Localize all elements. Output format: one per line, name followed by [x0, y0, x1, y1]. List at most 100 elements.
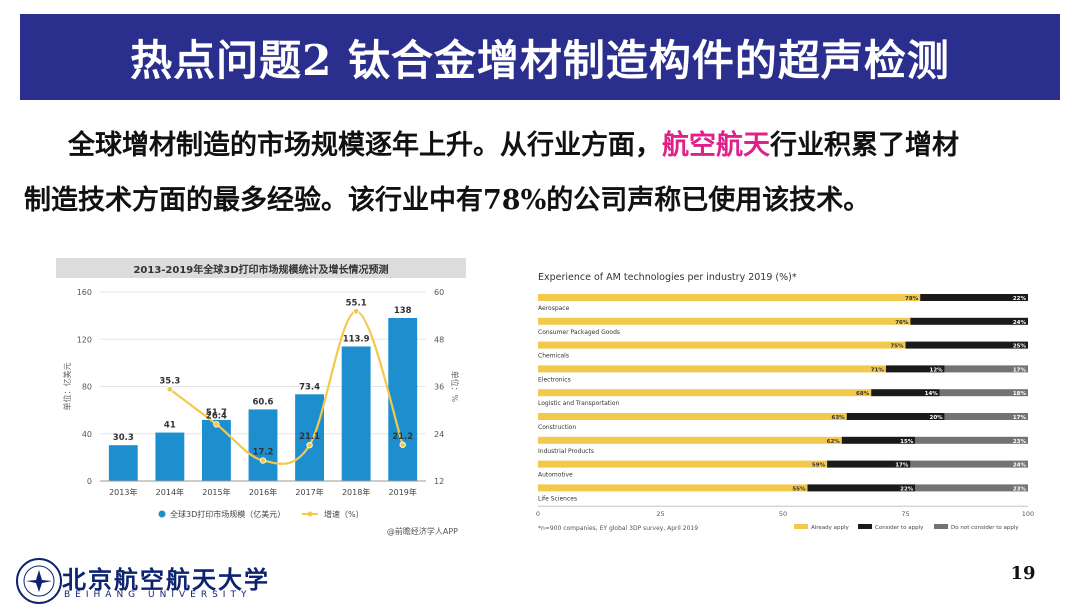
chart2-category-label: Consumer Packaged Goods — [538, 329, 620, 336]
paragraph-text-1: 全球增材制造的市场规模逐年上升。从行业方面， — [68, 130, 662, 161]
chart2-bar-segment — [905, 341, 1028, 349]
chart1-title: 2013-2019年全球3D打印市场规模统计及增长情况预测 — [133, 263, 388, 276]
chart1-bar — [155, 432, 185, 481]
chart2-bar-segment — [538, 484, 808, 492]
chart1-ytick-label: 120 — [77, 335, 92, 344]
chart1-bar-label: 51.7 — [206, 408, 227, 418]
chart2-category-label: Electronics — [538, 376, 571, 383]
chart1-y2tick-label: 24 — [434, 430, 444, 439]
chart2-category-label: Logistic and Transportation — [538, 400, 619, 407]
chart1-bar-label: 138 — [394, 306, 412, 316]
chart1-y2tick-label: 12 — [434, 477, 444, 486]
chart2-bar-label: 24% — [1013, 320, 1027, 326]
chart1-growth-point — [306, 441, 313, 449]
paragraph-text-3: 制造技术方面的最多经验。该行业中有78%的公司声称已使用该技术。 — [24, 185, 871, 216]
chart2-category-label: Life Sciences — [538, 495, 577, 502]
chart2-bar-segment — [915, 484, 1028, 492]
chart2-bar-segment — [538, 389, 872, 397]
chart1-source: @前瞻经济学人APP — [387, 526, 458, 536]
chart1-xtick-label: 2015年 — [202, 487, 230, 497]
chart2-bar-segment — [910, 460, 1028, 468]
chart1-bar — [341, 346, 371, 481]
chart2-bar-segment — [538, 413, 847, 420]
chart1-bar — [295, 394, 325, 481]
chart2-bar-label: 22% — [1013, 296, 1027, 302]
chart1-bar-label: 73.4 — [299, 382, 320, 392]
chart2-bar-label: 18% — [1013, 391, 1027, 397]
chart2-bar-label: 20% — [930, 415, 944, 421]
chart2-bar-segment — [538, 341, 906, 349]
chart1-ylabel: 单位：亿美元 — [62, 363, 72, 411]
chart2-category-label: Industrial Products — [538, 448, 594, 455]
chart2-bar-label: 75% — [890, 344, 904, 350]
chart1-ytick-label: 0 — [87, 477, 92, 486]
chart2-legend-swatch — [858, 524, 872, 529]
chart1-growth-label: 17.2 — [253, 448, 274, 458]
chart1-xtick-label: 2016年 — [249, 487, 277, 497]
chart1-legend-line-dot — [307, 511, 313, 517]
chart2-bar-label: 23% — [1013, 486, 1027, 492]
chart1-growth-label: 21.2 — [392, 432, 413, 442]
chart2-bar-segment — [920, 294, 1028, 301]
market-size-chart: 2013-2019年全球3D打印市场规模统计及增长情况预测 0 40 80 120 160… — [56, 258, 466, 542]
chart2-bar-segment — [538, 294, 921, 301]
slide-title: 热点问题2 钛合金增材制造构件的超声检测 — [20, 14, 1060, 100]
chart2-xtick-label: 50 — [779, 510, 787, 518]
chart1-y2tick-label: 36 — [434, 383, 444, 392]
chart2-title: Experience of AM technologies per indust… — [538, 272, 797, 283]
chart2-bar-label: 17% — [1013, 367, 1027, 373]
chart1-ytick-label: 80 — [82, 383, 92, 392]
chart1-legend-bar-label: 全球3D打印市场规模（亿美元） — [170, 509, 285, 519]
chart1-y2tick-label: 48 — [434, 335, 444, 344]
chart1-growth-label: 21.1 — [299, 432, 320, 442]
chart2-bar-segment — [871, 389, 940, 397]
chart2-bar-segment — [910, 317, 1028, 325]
chart1-bar-label: 113.9 — [343, 334, 370, 344]
chart2-xtick-label: 0 — [536, 510, 540, 518]
chart1-ytick-label: 40 — [82, 430, 92, 439]
chart2-bar-label: 62% — [827, 439, 841, 445]
chart2-bar-segment — [538, 317, 911, 325]
chart2-bar-label: 68% — [856, 391, 870, 397]
chart2-xtick-label: 100 — [1022, 510, 1034, 518]
chart2-bar-label: 25% — [1013, 344, 1027, 350]
chart1-xtick-label: 2013年 — [109, 487, 137, 497]
chart1-growth-point — [399, 441, 406, 448]
chart2-bar-segment — [944, 365, 1028, 373]
chart2-category-label: Aerospace — [538, 305, 570, 312]
university-seal-icon — [16, 558, 62, 604]
chart1-xtick-label: 2017年 — [295, 487, 323, 497]
body-paragraph: 全球增材制造的市场规模逐年上升。从行业方面，航空航天行业积累了增材 制造技术方面… — [24, 118, 1064, 228]
chart1-ytick-label: 160 — [77, 288, 92, 297]
chart2-footnote: *n=900 companies, EY global 3DP survey, … — [538, 525, 698, 532]
chart2-bar-label: 63% — [832, 415, 846, 421]
chart1-growth-label: 55.1 — [346, 298, 367, 308]
chart1-bar — [201, 419, 231, 481]
chart2-xtick-label: 25 — [656, 510, 664, 518]
paragraph-text-2: 行业积累了增材 — [770, 130, 959, 161]
highlight-aerospace: 航空航天 — [662, 130, 770, 161]
chart1-growth-label: 26.4 — [206, 411, 227, 421]
chart2-bar-segment — [538, 436, 842, 444]
chart2-bar-segment — [939, 389, 1028, 397]
page-number: 19 — [1010, 563, 1036, 584]
chart2-bar-label: 59% — [812, 463, 826, 469]
chart1-bar — [108, 445, 138, 481]
am-experience-chart-svg: Experience of AM technologies per indust… — [536, 272, 1034, 532]
chart2-bar-segment — [538, 460, 828, 468]
chart2-bar-label: 76% — [895, 320, 909, 326]
market-size-chart-svg: 2013-2019年全球3D打印市场规模统计及增长情况预测 0 40 80 120 160… — [56, 258, 466, 536]
chart2-bar-segment — [807, 484, 916, 492]
chart2-bar-segment — [827, 460, 911, 468]
chart2-bar-label: 12% — [930, 367, 944, 373]
chart2-bar-segment — [944, 413, 1028, 420]
university-name-en: BEIHANG UNIVERSITY — [64, 590, 252, 600]
chart2-bar-segment — [841, 436, 916, 444]
chart2-bar-label: 17% — [895, 463, 909, 469]
chart1-bar-label: 41 — [164, 421, 176, 431]
chart2-legend-swatch — [934, 524, 948, 529]
chart1-xtick-label: 2019年 — [389, 487, 417, 497]
chart2-bar-label: 24% — [1013, 463, 1027, 469]
chart2-bar-label: 17% — [1013, 415, 1027, 421]
chart1-growth-point — [352, 308, 360, 315]
